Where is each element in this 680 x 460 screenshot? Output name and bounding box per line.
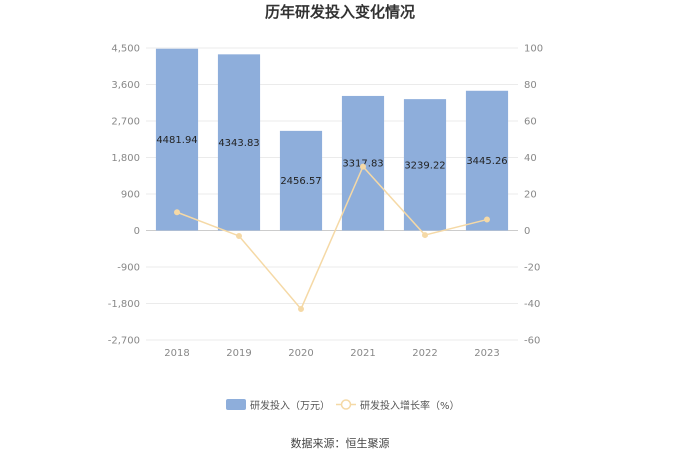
- y-left-tick-label: 3,600: [111, 80, 140, 91]
- growth-point[interactable]: [298, 305, 304, 312]
- growth-point[interactable]: [236, 232, 242, 239]
- x-tick-label: 2020: [288, 348, 313, 359]
- legend[interactable]: 研发投入（万元） 研发投入增长率（%）: [226, 399, 460, 412]
- x-tick-label: 2023: [474, 348, 499, 359]
- x-tick-label: 2022: [412, 348, 437, 359]
- x-tick-label: 2019: [226, 348, 251, 359]
- y-right-tick-label: -60: [524, 336, 540, 347]
- bar-value-label: 4481.94: [156, 135, 197, 146]
- bar[interactable]: [279, 130, 323, 231]
- y-left-tick-label: 0: [134, 226, 140, 237]
- x-tick-label: 2018: [164, 348, 189, 359]
- growth-point[interactable]: [360, 163, 366, 170]
- y-axis-right: 100 80 60 40 20 0 -20 -40 -60: [524, 44, 543, 347]
- bar[interactable]: [217, 54, 261, 231]
- y-left-tick-label: 900: [121, 190, 140, 201]
- source-note: 数据来源：恒生聚源: [291, 436, 390, 450]
- legend-bar-label[interactable]: 研发投入（万元）: [250, 399, 330, 412]
- bar[interactable]: [403, 99, 447, 231]
- x-tick-label: 2021: [350, 348, 375, 359]
- y-right-tick-label: 20: [524, 190, 537, 201]
- chart-title: 历年研发投入变化情况: [265, 3, 415, 21]
- grid: [146, 47, 518, 341]
- y-left-tick-label: -1,800: [108, 299, 140, 310]
- y-left-tick-label: 1,800: [111, 153, 140, 164]
- line-series: [174, 163, 490, 312]
- y-right-tick-label: -40: [524, 299, 540, 310]
- legend-bar-swatch[interactable]: [226, 399, 246, 410]
- growth-point[interactable]: [174, 209, 180, 216]
- bar-value-label: 3445.26: [466, 156, 507, 167]
- bar-value-label: 3239.22: [404, 160, 445, 171]
- bar[interactable]: [465, 90, 509, 231]
- y-left-tick-label: -900: [117, 263, 140, 274]
- y-left-tick-label: 4,500: [111, 44, 140, 55]
- bar[interactable]: [155, 48, 199, 231]
- y-left-tick-label: -2,700: [108, 336, 140, 347]
- bar-value-label: 2456.57: [280, 176, 321, 187]
- y-right-tick-label: 100: [524, 44, 543, 55]
- legend-line-marker[interactable]: [340, 399, 352, 410]
- growth-point[interactable]: [422, 232, 428, 239]
- bar-value-label: 4343.83: [218, 138, 259, 149]
- y-right-tick-label: -20: [524, 263, 540, 274]
- x-axis: 2018 2019 2020 2021 2022 2023: [164, 348, 499, 359]
- legend-line-label[interactable]: 研发投入增长率（%）: [360, 399, 460, 412]
- bar[interactable]: [341, 95, 385, 231]
- bar-series: 4481.944343.832456.573317.833239.223445.…: [155, 48, 509, 231]
- y-right-tick-label: 60: [524, 117, 537, 128]
- y-right-tick-label: 0: [524, 226, 530, 237]
- y-right-tick-label: 40: [524, 153, 537, 164]
- growth-line: [176, 165, 488, 311]
- y-right-tick-label: 80: [524, 80, 537, 91]
- growth-point[interactable]: [484, 216, 490, 223]
- y-axis-left: 4,500 3,600 2,700 1,800 900 0 -900 -1,800 -2,700: [108, 44, 140, 347]
- y-left-tick-label: 2,700: [111, 117, 140, 128]
